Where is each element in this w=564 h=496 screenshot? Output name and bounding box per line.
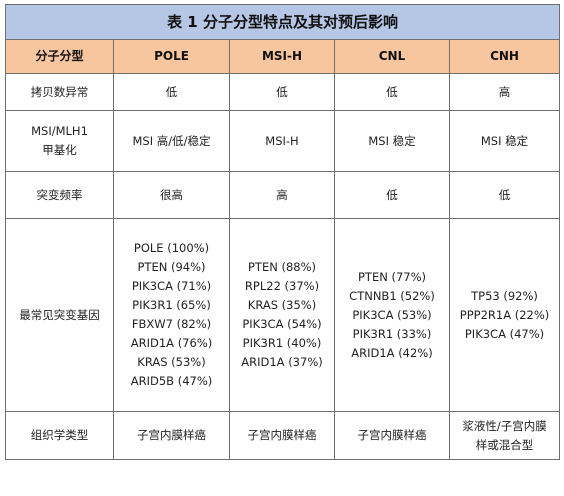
gene-item: FBXW7 (82%) bbox=[131, 317, 212, 331]
gene-list-cell: PTEN (88%) RPL22 (37%) KRAS (35%) PIK3CA… bbox=[229, 218, 335, 412]
cell-line: 浆液性/子宫内膜 bbox=[462, 418, 547, 433]
gene-item: PTEN (94%) bbox=[137, 260, 206, 274]
gene-item: PPP2R1A (22%) bbox=[459, 307, 550, 322]
row-label: 突变频率 bbox=[5, 171, 114, 219]
gene-item: RPL22 (37%) bbox=[244, 279, 320, 293]
row-label: 组织学类型 bbox=[5, 411, 114, 460]
gene-item: CTNNB1 (52%) bbox=[349, 288, 435, 303]
gene-item: PTEN (77%) bbox=[357, 269, 427, 284]
gene-item: PTEN (88%) bbox=[247, 260, 317, 274]
table-cell: MSI 稳定 bbox=[448, 110, 561, 172]
gene-item: PIK3R1 (40%) bbox=[242, 336, 322, 350]
table-row: 突变频率 很高 高 低 低 bbox=[5, 171, 561, 219]
table-cell: 浆液性/子宫内膜 样或混合型 bbox=[448, 411, 561, 460]
gene-list-cell: PTEN (77%) CTNNB1 (52%) PIK3CA (53%) PIK… bbox=[334, 218, 450, 412]
table-cell: 子宫内膜样癌 bbox=[113, 411, 230, 460]
gene-item: PIK3CA (47%) bbox=[464, 326, 545, 341]
gene-item: POLE (100%) bbox=[133, 241, 210, 255]
table-title: 表 1 分子分型特点及其对预后影响 bbox=[4, 4, 561, 40]
row-label-line: 甲基化 bbox=[42, 143, 77, 157]
table-cell: 高 bbox=[229, 171, 335, 219]
header-row: 分子分型 POLE MSI-H CNL CNH bbox=[5, 39, 561, 74]
gene-list-cell: POLE (100%) PTEN (94%) PIK3CA (71%) PIK3… bbox=[113, 218, 230, 412]
header-cell: POLE bbox=[113, 39, 230, 74]
table-container: 表 1 分子分型特点及其对预后影响 分子分型 POLE MSI-H CNL CN… bbox=[4, 4, 561, 492]
gene-item: KRAS (53%) bbox=[137, 355, 206, 369]
gene-item: TP53 (92%) bbox=[471, 288, 538, 303]
gene-item: ARID1A (42%) bbox=[351, 345, 433, 360]
table-row: MSI/MLH1 甲基化 MSI 高/低/稳定 MSI-H MSI 稳定 MSI… bbox=[5, 110, 561, 172]
row-label: 拷贝数异常 bbox=[5, 73, 114, 111]
table-cell: 低 bbox=[334, 171, 450, 219]
table-cell: 低 bbox=[113, 73, 230, 111]
gene-item: ARID5B (47%) bbox=[130, 374, 213, 388]
gene-item: ARID1A (37%) bbox=[241, 355, 323, 369]
table-row: 组织学类型 子宫内膜样癌 子宫内膜样癌 子宫内膜样癌 浆液性/子宫内膜 样或混合… bbox=[5, 411, 561, 460]
table-cell: 高 bbox=[448, 73, 561, 111]
gene-list-cell: TP53 (92%) PPP2R1A (22%) PIK3CA (47%) bbox=[448, 218, 561, 412]
gene-item: KRAS (35%) bbox=[247, 298, 317, 312]
gene-item: PIK3CA (53%) bbox=[352, 307, 432, 322]
table-row: 最常见突变基因 POLE (100%) PTEN (94%) PIK3CA (7… bbox=[5, 218, 561, 412]
header-cell: 分子分型 bbox=[5, 39, 114, 74]
header-cell: CNH bbox=[448, 39, 561, 74]
table-cell: 子宫内膜样癌 bbox=[229, 411, 335, 460]
table-cell: 很高 bbox=[113, 171, 230, 219]
row-label: MSI/MLH1 甲基化 bbox=[5, 110, 114, 172]
table-cell: MSI 稳定 bbox=[334, 110, 450, 172]
table-title-row: 表 1 分子分型特点及其对预后影响 bbox=[4, 4, 561, 40]
gene-item: PIK3CA (71%) bbox=[131, 279, 212, 293]
gene-item: ARID1A (76%) bbox=[130, 336, 213, 350]
header-cell: MSI-H bbox=[229, 39, 335, 74]
table-cell: 子宫内膜样癌 bbox=[334, 411, 450, 460]
gene-item: PIK3CA (54%) bbox=[242, 317, 322, 331]
row-label-line: MSI/MLH1 bbox=[31, 124, 88, 138]
table-row: 拷贝数异常 低 低 低 高 bbox=[5, 73, 561, 111]
gene-item: PIK3R1 (33%) bbox=[352, 326, 432, 341]
table-cell: 低 bbox=[229, 73, 335, 111]
row-label: 最常见突变基因 bbox=[5, 218, 114, 412]
gene-item: PIK3R1 (65%) bbox=[132, 298, 211, 312]
table-cell: 低 bbox=[334, 73, 450, 111]
table-cell: MSI-H bbox=[229, 110, 335, 172]
table-cell: 低 bbox=[448, 171, 561, 219]
table-cell: MSI 高/低/稳定 bbox=[113, 110, 230, 172]
cell-line: 样或混合型 bbox=[475, 437, 534, 452]
header-cell: CNL bbox=[334, 39, 450, 74]
molecular-subtype-table: 表 1 分子分型特点及其对预后影响 分子分型 POLE MSI-H CNL CN… bbox=[4, 4, 561, 460]
